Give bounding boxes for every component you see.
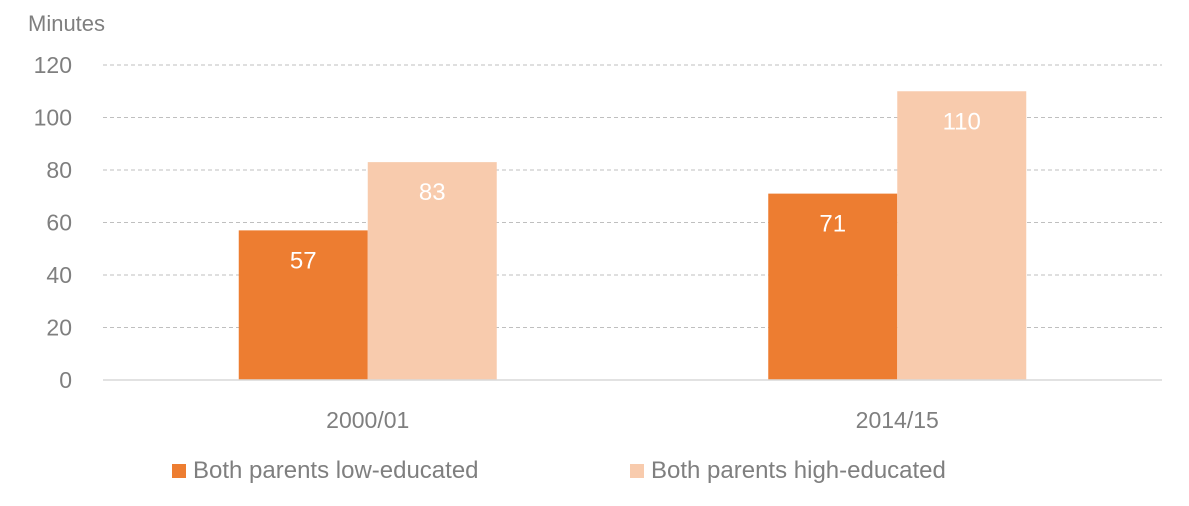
data-label: 57: [290, 247, 317, 274]
data-label: 83: [419, 179, 446, 206]
legend-swatch: [172, 464, 186, 478]
bar-high-educated: [897, 91, 1027, 380]
legend: Both parents low-educated Both parents hi…: [172, 457, 946, 484]
y-tick-label: 100: [34, 105, 72, 131]
bar-low-educated: [238, 230, 368, 380]
y-tick-label: 80: [46, 157, 72, 183]
bar-high-educated: [367, 162, 497, 380]
y-tick-label: 60: [46, 210, 72, 236]
legend-label: Both parents low-educated: [193, 457, 479, 484]
bars: 57 83 71 110: [238, 91, 1027, 380]
legend-swatch: [630, 464, 644, 478]
legend-label: Both parents high-educated: [651, 457, 946, 484]
y-tick-label: 120: [34, 52, 72, 78]
y-axis-ticks: 0 20 40 60 80 100 120: [34, 52, 72, 393]
x-category-label: 2000/01: [326, 407, 409, 433]
bar-low-educated: [768, 193, 898, 380]
x-axis-ticks: 2000/01 2014/15: [326, 407, 939, 433]
data-label: 71: [819, 211, 846, 238]
x-category-label: 2014/15: [856, 407, 939, 433]
y-tick-label: 0: [59, 367, 72, 393]
y-tick-label: 20: [46, 315, 72, 341]
y-tick-label: 40: [46, 262, 72, 288]
data-label: 110: [943, 108, 981, 135]
y-axis-title: Minutes: [28, 11, 105, 36]
